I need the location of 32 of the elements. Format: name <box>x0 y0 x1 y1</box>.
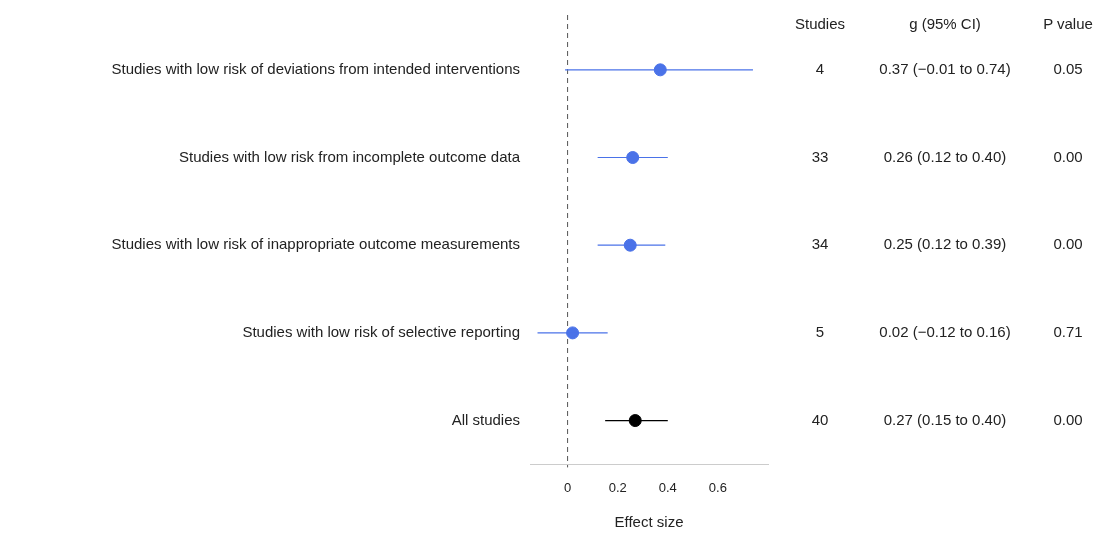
x-tick-label: 0 <box>563 479 572 495</box>
y-tick-label: Studies with low risk of inappropriate outcome measurements <box>111 235 520 253</box>
x-axis-title: Effect size <box>614 513 684 531</box>
data-label: 0.25 (0.12 to 0.39) <box>883 235 1007 253</box>
x-tick-label: 0.4 <box>658 479 677 495</box>
text: 0.00 <box>1053 147 1083 165</box>
text: g (95% CI) <box>909 15 981 33</box>
data-label: 0.02 (−0.12 to 0.16) <box>879 323 1011 341</box>
text: 5 <box>815 323 825 341</box>
point <box>653 63 667 77</box>
point <box>626 151 640 165</box>
y-tick-label: Studies with low risk of deviations from intended interventions <box>111 59 520 77</box>
y-tick-label: All studies <box>451 410 520 428</box>
text: 33 <box>811 147 829 165</box>
text: 0.00 <box>1053 410 1083 428</box>
y-tick-label: Studies with low risk from incomplete outcome data <box>179 147 521 165</box>
data-label: 0.27 (0.15 to 0.40) <box>883 410 1007 428</box>
data-label: 0.26 (0.12 to 0.40) <box>883 147 1007 165</box>
point <box>628 414 642 428</box>
text: Studies <box>794 15 846 33</box>
text: 0.05 <box>1053 59 1083 77</box>
x-tick-label: 0.2 <box>608 479 627 495</box>
text: 34 <box>811 235 829 253</box>
y-tick-label: Studies with low risk of selective reporting <box>242 323 520 341</box>
text: 40 <box>811 410 829 428</box>
data-label: 0.37 (−0.01 to 0.74) <box>879 59 1011 77</box>
text: 4 <box>815 59 825 77</box>
text: P value <box>1043 15 1093 33</box>
x-tick-label: 0.6 <box>708 479 727 495</box>
point <box>623 238 637 252</box>
text: 0.71 <box>1053 323 1083 341</box>
text: 0.00 <box>1053 235 1083 253</box>
